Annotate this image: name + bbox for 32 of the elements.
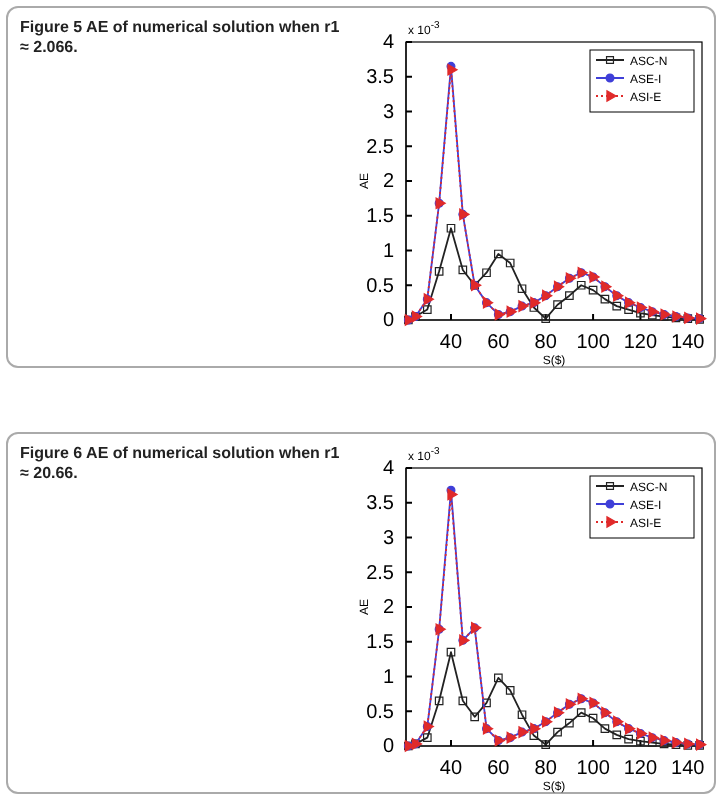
text: Figure 6 AE of numerical solution when r1 ≈ 20.66. [20, 444, 340, 484]
y-tick-label: 4 [382, 458, 395, 481]
y-tick-label: 4 [382, 32, 395, 55]
y-tick-label: 0 [382, 736, 395, 759]
y-tick-label: 3.5 [366, 493, 395, 516]
y-tick-label: 2.5 [366, 562, 395, 585]
x-tick-label: 80 [534, 332, 558, 354]
x-tick-label: 40 [439, 332, 463, 354]
x-tick-label: 140 [671, 758, 706, 780]
y-tick-label: 3 [382, 101, 395, 124]
x-tick-label: 60 [487, 332, 511, 354]
y-tick-label: 1 [382, 666, 395, 689]
y-tick-label: 1.5 [366, 632, 395, 655]
y-tick-label: 3 [382, 527, 395, 550]
y-tick-label: 2.5 [366, 136, 395, 159]
y-tick-label: 3.5 [366, 67, 395, 90]
y-tick-label: 0 [382, 310, 395, 333]
x-tick-label: 120 [623, 758, 658, 780]
x-tick-label: 60 [487, 758, 511, 780]
x-tick-label: 40 [439, 758, 463, 780]
text: Figure 5 AE of numerical solution when r1 ≈ 2.066. [20, 18, 340, 58]
x-tick-label: 140 [671, 332, 706, 354]
y-tick-label: 2 [382, 597, 395, 620]
y-tick-label: 1 [382, 240, 395, 263]
y-tick-label: 2 [382, 171, 395, 194]
y-tick-label: 1.5 [366, 206, 395, 229]
x-tick-label: 100 [576, 332, 611, 354]
x-tick-label: 100 [576, 758, 611, 780]
x-tick-label: 80 [534, 758, 558, 780]
y-tick-label: 0.5 [366, 275, 395, 298]
y-tick-label: 0.5 [366, 701, 395, 724]
x-tick-label: 120 [623, 332, 658, 354]
